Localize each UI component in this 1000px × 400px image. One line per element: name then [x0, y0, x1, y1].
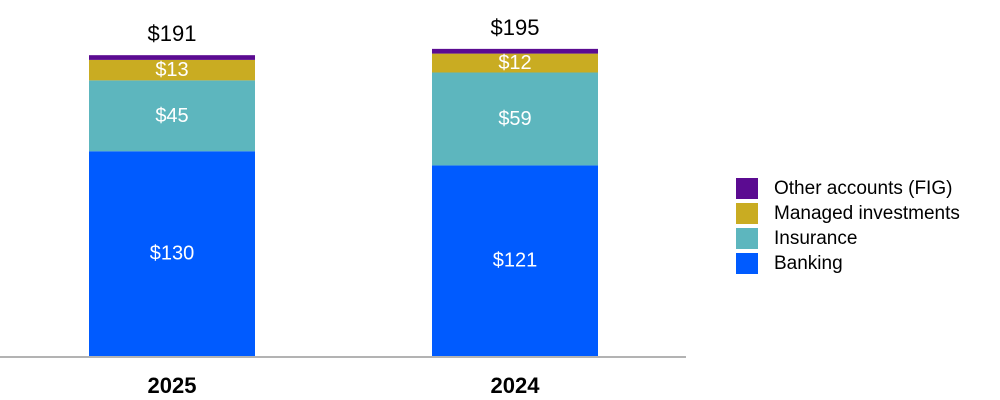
data-label-managed-investments-2025: $13 — [155, 59, 188, 81]
data-label-insurance-2024: $59 — [498, 108, 531, 130]
bar-segment-insurance-2024 — [432, 72, 598, 166]
legend-swatch — [736, 178, 758, 199]
bar-segment-managed-investments-2025 — [89, 59, 255, 81]
data-label-insurance-2025: $45 — [155, 105, 188, 127]
legend-item-banking: Banking — [736, 251, 960, 276]
legend-swatch — [736, 253, 758, 274]
bar-segment-banking-2025 — [89, 151, 255, 356]
legend-label: Insurance — [774, 227, 858, 249]
category-label-2025: 2025 — [148, 373, 197, 398]
bar-segment-managed-investments-2024 — [432, 53, 598, 73]
legend-label: Other accounts (FIG) — [774, 177, 953, 199]
bar-segment-banking-2024 — [432, 165, 598, 356]
stacked-bar-chart: $130 $45 $13 $191 2025 $121 $59 $12 $195 2024 — [0, 15, 686, 398]
legend-item-managed-investments: Managed investments — [736, 201, 960, 226]
data-label-banking-2024: $121 — [493, 250, 538, 272]
bar-segment-other-accounts-fig-2024 — [432, 48, 598, 54]
legend-swatch — [736, 203, 758, 224]
legend: Other accounts (FIG) Managed investments I… — [736, 176, 960, 276]
legend-label: Managed investments — [774, 202, 960, 224]
legend-item-other-accounts-fig: Other accounts (FIG) — [736, 176, 960, 201]
data-label-banking-2025: $130 — [150, 243, 195, 265]
bar-segment-other-accounts-fig-2025 — [89, 55, 255, 60]
bar-segment-insurance-2025 — [89, 80, 255, 152]
legend-label: Banking — [774, 252, 843, 274]
data-label-managed-investments-2024: $12 — [498, 52, 531, 74]
category-label-2024: 2024 — [491, 373, 541, 398]
total-label-2025: $191 — [148, 21, 197, 46]
total-label-2024: $195 — [491, 15, 540, 40]
legend-item-insurance: Insurance — [736, 226, 960, 251]
legend-swatch — [736, 228, 758, 249]
